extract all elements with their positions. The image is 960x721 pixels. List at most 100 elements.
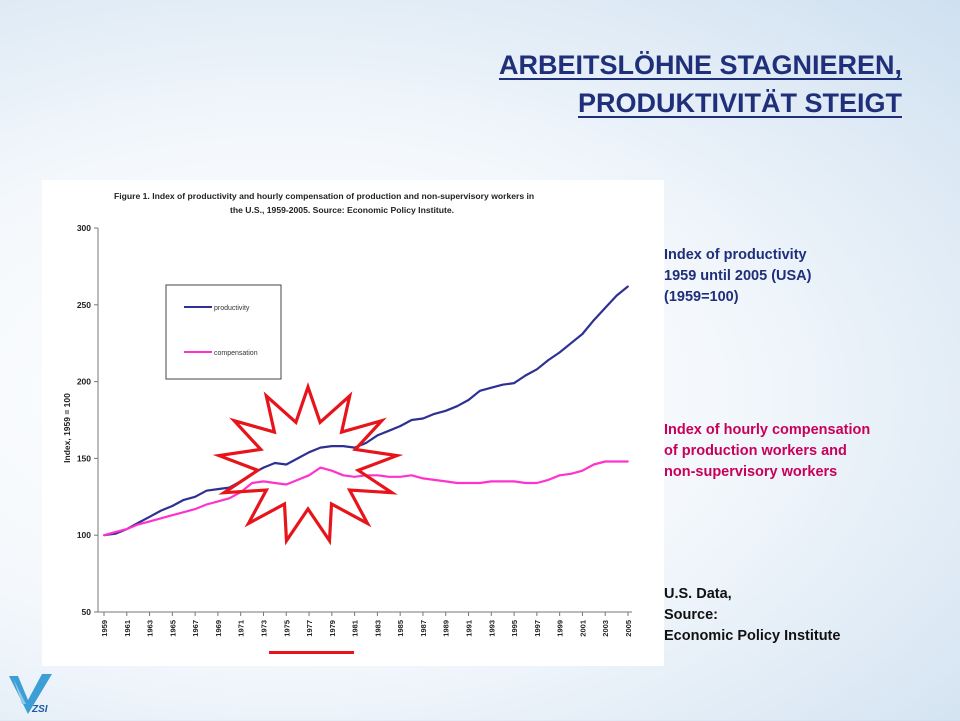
y-tick-label: 50 [82,607,92,617]
data-point-compensation [535,482,538,484]
x-tick-label: 1983 [373,620,382,637]
data-point-compensation [114,531,117,534]
line-chart: Figure 1. Index of productivity and hour… [62,191,633,654]
source-note-line-2: Source: [664,607,718,623]
data-point-compensation [376,474,379,477]
data-point-productivity [524,374,527,377]
data-point-compensation [479,482,481,484]
data-point-compensation [501,480,504,483]
data-point-productivity [558,351,561,354]
data-point-compensation [262,480,265,483]
data-point-productivity [467,399,470,401]
y-tick-label: 200 [77,377,91,387]
data-point-productivity [160,509,162,512]
y-axis-label: Index, 1959 = 100 [62,393,72,463]
data-point-productivity [410,419,413,421]
divergence-burst-annotation [212,382,404,546]
data-point-compensation [353,475,356,478]
data-point-productivity [217,488,219,491]
x-tick-label: 1971 [237,620,246,637]
x-tick-label: 1993 [487,620,496,637]
data-point-compensation [103,534,105,537]
x-tick-label: 1999 [556,620,565,637]
x-tick-label: 1995 [510,620,519,637]
x-tick-label: 1973 [259,620,268,637]
data-point-productivity [273,462,276,464]
data-point-productivity [422,417,424,420]
x-tick-label: 2005 [624,620,633,637]
data-point-productivity [501,383,504,386]
x-tick-label: 1997 [533,620,542,637]
x-tick-label: 1965 [168,620,177,637]
data-point-productivity [581,333,584,335]
data-point-productivity [433,412,436,415]
data-point-productivity [399,425,402,428]
x-tick-label: 1963 [146,620,155,637]
slide-title: ARBEITSLÖHNE STAGNIEREN, PRODUKTIVITÄT S… [499,46,902,122]
data-point-compensation [604,460,607,463]
data-point-productivity [285,463,288,466]
data-point-compensation [547,479,550,481]
data-point-compensation [228,497,231,500]
chart-legend: productivity compensation [165,284,282,380]
x-tick-label: 1967 [191,620,200,637]
data-point-compensation [422,477,424,480]
period-underline-annotation [269,651,354,654]
x-tick-label: 1959 [100,620,109,637]
chart-title-line-1: Figure 1. Index of productivity and hour… [114,191,534,201]
data-point-productivity [627,285,629,288]
data-point-productivity [308,451,310,454]
x-tick-label: 2001 [578,620,587,637]
y-tick-label: 250 [77,300,91,310]
data-point-productivity [615,294,618,297]
data-point-compensation [581,469,584,472]
data-point-productivity [376,434,379,437]
data-point-compensation [467,482,470,484]
data-point-productivity [387,429,390,432]
data-point-compensation [125,528,128,530]
data-point-compensation [148,520,151,523]
data-point-productivity [547,359,550,361]
data-point-compensation [524,482,527,484]
data-point-compensation [296,479,299,481]
data-point-compensation [615,460,618,463]
data-point-compensation [330,469,333,472]
y-tick-label: 100 [77,530,91,540]
compensation-note-line-3: non-supervisory workers [664,464,838,480]
x-tick-label: 1987 [419,620,428,637]
compensation-note: Index of hourly compensation of producti… [664,420,870,483]
data-point-productivity [296,457,299,460]
data-point-productivity [592,319,595,322]
source-note: U.S. Data, Source: Economic Policy Insti… [664,584,840,647]
data-point-compensation [592,463,595,466]
x-tick-label: 1977 [305,620,314,637]
source-note-line-3: Economic Policy Institute [664,628,841,644]
data-point-compensation [410,474,413,477]
data-point-compensation [513,480,515,483]
data-point-productivity [570,342,572,345]
data-point-compensation [217,500,219,503]
data-point-compensation [182,511,185,514]
legend-label-productivity: productivity [214,305,250,312]
data-point-compensation [444,480,447,483]
data-point-productivity [330,445,333,448]
data-point-productivity [604,306,607,309]
productivity-note-line-1: Index of productivity [664,247,807,263]
x-tick-label: 1969 [214,620,223,637]
data-point-compensation [342,474,345,477]
data-point-compensation [433,479,436,481]
data-point-productivity [319,446,322,449]
data-point-productivity [342,445,345,448]
productivity-note-line-2: 1959 until 2005 (USA) [664,268,812,284]
data-point-productivity [513,382,515,385]
data-point-productivity [535,368,538,371]
data-point-compensation [251,482,253,484]
data-point-productivity [205,489,208,492]
data-point-compensation [308,474,310,477]
data-point-compensation [490,480,493,483]
data-point-compensation [570,472,572,475]
x-tick-label: 1979 [328,620,337,637]
data-point-compensation [194,508,197,510]
legend-label-compensation: compensation [214,350,258,357]
data-point-compensation [137,523,140,526]
